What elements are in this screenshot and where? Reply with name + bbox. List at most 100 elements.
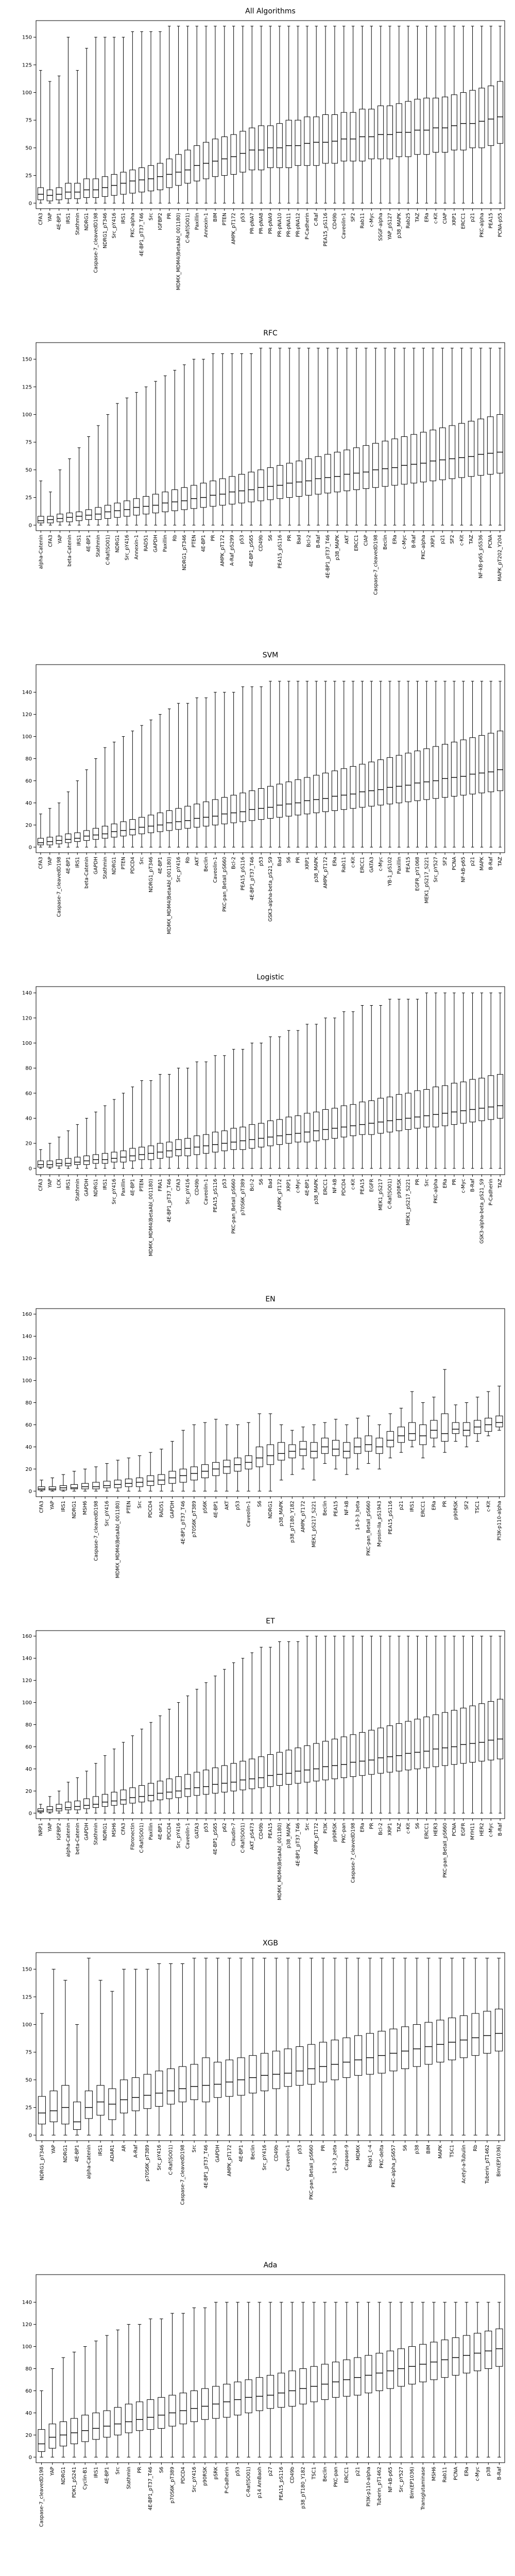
y-tick-label: 140 [22,690,32,696]
y-tick-label: 50 [25,467,32,473]
x-tick-label: P-Cadherin [224,2467,230,2494]
box-body [212,139,218,177]
box [37,814,44,848]
box-body [81,1483,89,1489]
box [458,348,465,526]
box [368,681,375,848]
box-body [340,1736,347,1778]
box-body [184,149,191,184]
x-tick-label: 14-3-3_zeta [332,2145,338,2174]
x-tick-label: AKT [224,1501,230,1510]
y-tick-label: 120 [22,2322,32,2328]
x-tick-label: PCNA [452,1823,457,1836]
box [175,1067,182,1169]
box [101,1105,108,1169]
box [194,26,200,204]
box [239,686,246,848]
x-tick-label: PKC-pan_BetaII_pS660 [442,1823,448,1878]
box-body [59,2421,67,2447]
x-tick-label: beta-Catenin [84,857,90,889]
y-tick-label: 140 [22,1656,32,1662]
box [288,2302,296,2458]
x-tick-label: Rab25 [406,213,411,228]
y-tick-label: 100 [22,1700,32,1706]
box-body [38,1486,45,1490]
x-tick-label: Src_pY416 [185,1179,191,1205]
x-tick-label: C-Raf(SO01) [185,213,191,243]
x-tick-label: AMPK_pT172 [227,2145,232,2176]
box-body [190,2064,198,2100]
x-tick-label: Src [115,2467,121,2475]
box [168,2313,176,2458]
box-body [487,416,494,475]
x-tick-label: AR [122,2145,127,2151]
box-body [162,492,168,513]
y-tick-label: 80 [25,2366,32,2372]
x-tick-label: MDMX [356,2145,362,2161]
box-body [405,101,411,157]
x-tick-label: c-Kit [351,1179,356,1190]
box-body [148,815,154,833]
box-body [214,2062,222,2098]
box-body [210,480,216,507]
box-body [396,1723,402,1772]
x-tick-label: RAD51 [144,535,149,551]
y-tick-label: 80 [25,756,32,762]
box [201,2307,209,2458]
box [469,992,476,1169]
x-tick-label: NDRG1 [268,1501,273,1518]
x-tick-label: NF-kB [332,1179,338,1193]
box-body [120,1150,127,1163]
x-tick-label: Cyclin-B1 [82,2467,88,2489]
box [179,1430,187,1492]
x-tick-label: p38_MAPK [279,1500,284,1526]
box-body [57,514,63,522]
box [304,681,311,848]
box-body [433,1087,439,1128]
box [368,26,375,204]
box-body [423,748,430,800]
box-body [200,483,207,508]
box [258,348,264,526]
y-tick-label: 100 [22,2022,32,2028]
box [313,26,320,204]
x-tick-label: C-Raf [314,212,319,226]
x-tick-label: Rab11 [341,857,347,872]
box [120,736,127,848]
x-tick-label: p70S6K_pT389 [240,1179,246,1215]
x-tick-label: MSH6 [112,1823,117,1837]
x-tick-label: S6 [257,1501,263,1507]
box [212,26,218,204]
box-body [460,739,467,795]
chart-title: Logistic [256,973,284,981]
box [249,26,255,204]
x-tick-label: beta-Catenin [75,1823,80,1855]
box [487,348,494,526]
box-body [359,1101,366,1135]
x-tick-label: SSGF-alpha [378,213,384,241]
x-tick-label: GSK3-alpha-beta_pS21_S9 [268,857,273,922]
y-tick-label: 60 [25,2388,32,2394]
box-body [184,1138,191,1157]
x-tick-label: Src_pY416 [176,1823,182,1849]
box [230,692,237,848]
box-body [184,806,191,829]
y-tick-label: 20 [25,1789,32,1794]
x-tick-label: BIM [213,213,218,222]
x-tick-label: p90RSK [453,1500,459,1520]
box [221,26,228,204]
box [85,436,92,526]
box-body [488,86,494,146]
x-tick-label: CFA3 [121,1823,127,1835]
chart-title: All Algorithms [245,7,296,15]
box [129,31,136,204]
box [74,1124,81,1169]
chart-title: XGB [263,1939,278,1947]
x-tick-label: Src [192,2145,197,2153]
box [96,1980,105,2136]
y-tick-label: 20 [25,2433,32,2438]
x-tick-label: Stathmin [93,1823,99,1845]
box [38,480,44,526]
box [382,348,389,526]
x-tick-label: Caveolin-1 [203,1179,209,1205]
